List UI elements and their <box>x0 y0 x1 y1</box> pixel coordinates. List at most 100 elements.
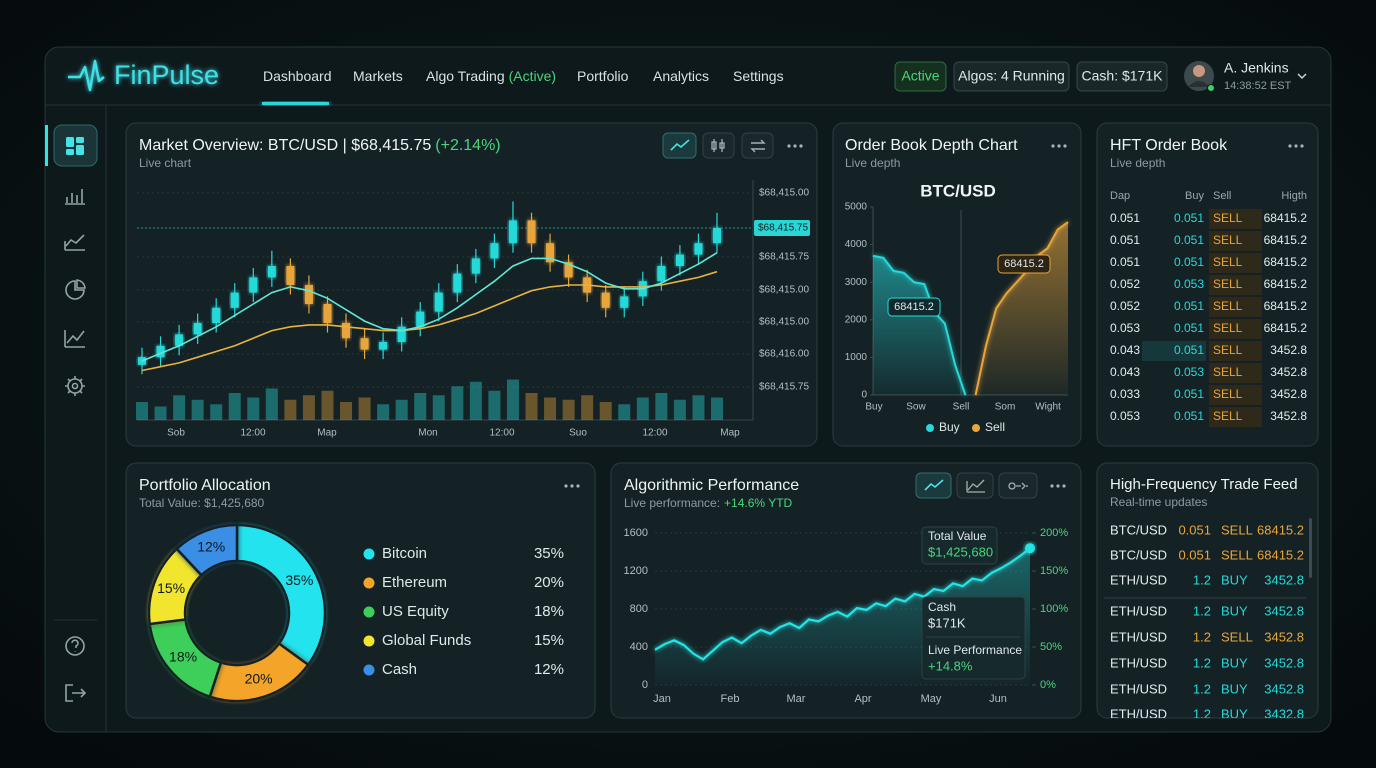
order-cell: SELL <box>1213 321 1243 335</box>
volume-bar <box>432 395 445 420</box>
tool-refresh[interactable] <box>741 132 774 159</box>
feed-cell: 68415.2 <box>1257 547 1304 562</box>
volume-bar <box>544 397 557 420</box>
nav-icon-portfolio[interactable] <box>65 279 86 300</box>
more-menu[interactable] <box>1051 144 1067 148</box>
panel-title: Market Overview: BTC/USD | $68,415.75 (+2… <box>139 137 501 154</box>
performance-tools <box>915 472 1038 499</box>
volume-bar <box>581 395 594 420</box>
nav-item[interactable]: Analytics <box>653 68 709 84</box>
slice-label: 35% <box>285 572 313 588</box>
candle-body <box>175 334 184 346</box>
feed-cell: ETH/USD <box>1110 706 1167 721</box>
nav-icon-settings[interactable] <box>65 376 85 396</box>
price-tag-bg <box>754 220 810 236</box>
volume-bar <box>377 404 390 420</box>
order-cell: 0.052 <box>1110 299 1140 313</box>
sell-cell-bg <box>1209 275 1262 295</box>
nav-item-part: Portfolio <box>577 68 629 84</box>
icon-part <box>76 145 84 155</box>
x-label: Map <box>317 428 337 439</box>
legend-value: 35% <box>534 545 564 562</box>
nav-item-part: (Active) <box>509 68 556 84</box>
nav-item-part: Markets <box>353 68 403 84</box>
volume-bar <box>469 381 482 420</box>
cash-pill[interactable] <box>1076 61 1168 92</box>
order-cell: SELL <box>1213 299 1243 313</box>
logout-icon[interactable] <box>65 684 87 702</box>
nav-icon-dashboard[interactable] <box>53 124 98 167</box>
volume-bar <box>136 402 148 420</box>
nav-icon-markets[interactable] <box>65 189 85 205</box>
sell-cell-bg <box>1209 341 1262 361</box>
nav-item[interactable]: Settings <box>733 68 784 84</box>
feed-cell: SELL <box>1221 522 1253 537</box>
avatar-head <box>1193 65 1205 77</box>
nav-item[interactable]: Dashboard <box>263 68 332 84</box>
icon-part <box>66 149 74 155</box>
x-label: Jun <box>989 693 1007 705</box>
feed-cell: 3432.8 <box>1264 706 1304 721</box>
more-menu[interactable] <box>787 144 803 148</box>
candle-body <box>156 345 165 358</box>
y-tick-label: 0 <box>861 390 867 401</box>
avatar[interactable] <box>1184 61 1215 92</box>
y-tick-label: 1600 <box>624 527 648 539</box>
feed-cell: 1.2 <box>1193 706 1211 721</box>
algos-pill[interactable] <box>953 61 1070 92</box>
feed-cell: 1.2 <box>1193 681 1211 696</box>
panel-subtitle: Real-time updates <box>1110 495 1207 509</box>
annotation-box <box>887 297 941 317</box>
feed-cell: 1.2 <box>1193 603 1211 618</box>
sidebar-bottom-icons <box>65 636 87 702</box>
cash: Cash: $171K <box>1082 68 1164 84</box>
nav-active-underline <box>262 102 329 105</box>
scrollbar[interactable] <box>1309 518 1312 578</box>
feed-cell: SELL <box>1221 629 1253 644</box>
legend-value: 15% <box>534 632 564 649</box>
panel-market <box>125 122 818 447</box>
order-cell: 0.051 <box>1174 233 1204 247</box>
legend-label: Cash <box>382 661 417 678</box>
sell-cell-bg <box>1209 385 1262 405</box>
nav-icon-algo[interactable] <box>64 234 85 251</box>
feed-cell: 3452.8 <box>1264 681 1304 696</box>
legend-swatch <box>363 548 375 560</box>
status-pill[interactable] <box>894 61 947 92</box>
x-label: Apr <box>854 693 871 705</box>
donut-slice <box>235 523 327 667</box>
volume-bar <box>247 397 260 420</box>
y-tick-label: 4000 <box>845 239 868 250</box>
nav-item-part: Dashboard <box>263 68 332 84</box>
more-menu[interactable] <box>564 484 580 488</box>
volume-bar <box>506 379 519 420</box>
feed-cell: BUY <box>1221 603 1248 618</box>
tool-candles[interactable] <box>702 132 735 159</box>
y-tick-label: 0 <box>642 679 648 691</box>
help-icon[interactable] <box>65 636 85 656</box>
order-cell: 0.051 <box>1110 211 1140 225</box>
menu-dot <box>1057 144 1061 148</box>
y2-tick-label: 0% <box>1040 679 1056 691</box>
candle-body <box>471 258 480 274</box>
feed-cell: ETH/USD <box>1110 603 1167 618</box>
feed-cell: 3452.8 <box>1264 603 1304 618</box>
user-menu-chevron[interactable] <box>1297 73 1307 80</box>
panel-title-part: (+2.14%) <box>435 137 500 154</box>
more-menu[interactable] <box>1050 484 1066 488</box>
more-menu[interactable] <box>1288 144 1304 148</box>
nav-item[interactable]: Markets <box>353 68 403 84</box>
nav-item[interactable]: Algo Trading (Active) <box>426 68 556 84</box>
order-cell: SELL <box>1213 255 1243 269</box>
volume-bar <box>673 399 686 420</box>
buy-cell-highlight <box>1142 341 1206 361</box>
candle-body <box>453 273 462 293</box>
nav-item[interactable]: Portfolio <box>577 68 629 84</box>
y-tick-label: 1200 <box>624 565 648 577</box>
nav-icon-analytics[interactable] <box>64 330 85 348</box>
order-cell: 0.051 <box>1174 387 1204 401</box>
info-label: Live Performance <box>928 643 1022 657</box>
annotation-box <box>997 254 1051 274</box>
volume-bar <box>154 406 167 420</box>
feed-cell: BUY <box>1221 655 1248 670</box>
